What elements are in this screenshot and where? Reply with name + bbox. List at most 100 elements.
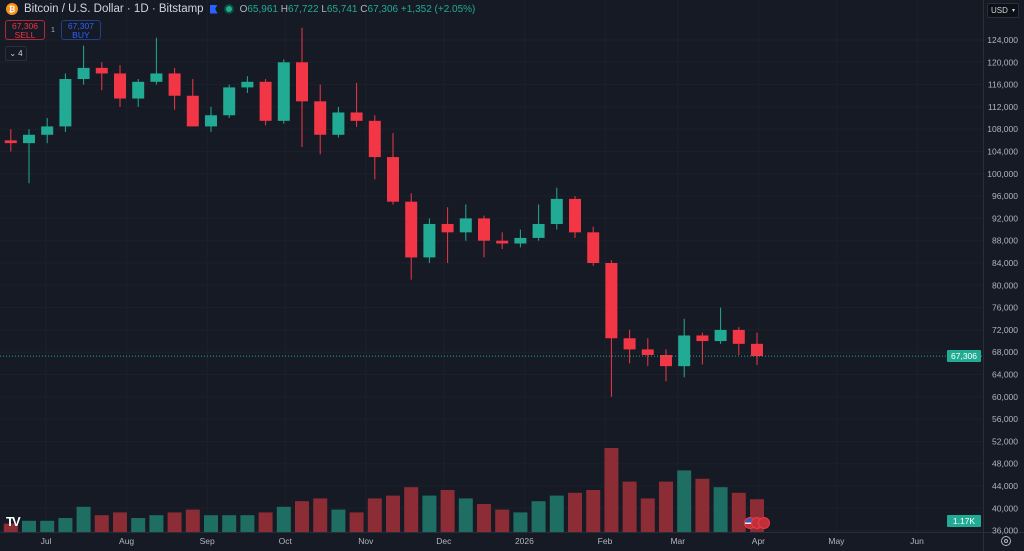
volume-bar [58,518,73,532]
volume-bar [549,495,564,532]
candle-body [41,126,54,135]
candle-body [714,329,727,342]
currency-select[interactable]: USD ▾ [987,3,1019,18]
volume-bar [731,492,746,532]
candle-body [223,87,236,116]
volume-bar [640,498,655,532]
time-tick-label: Apr [752,536,765,546]
candle-body [550,198,563,224]
grid [0,0,983,532]
ohlc-values: O65,961 H67,722 L65,741 C67,306 +1,352 (… [239,3,476,15]
time-tick-label: Sep [200,536,215,546]
time-tick-label: Feb [598,536,613,546]
volume-bar [422,495,437,532]
time-axis[interactable]: Jul Aug Sep Oct Nov Dec 2026 Feb Mar Apr May Jun [41,536,925,546]
candle-body [296,62,308,102]
volume-bar [349,512,364,532]
chevron-down-icon: ▾ [1011,8,1015,14]
price-tick-label: 84,000 [992,258,1018,268]
volume-bar [240,515,255,532]
settings-gear-icon[interactable] [1001,536,1011,546]
candle-body [660,354,672,367]
tradingview-logo[interactable]: TV [6,514,21,529]
volume-bar [477,504,491,532]
buy-button[interactable]: 67,307 BUY [60,20,101,40]
symbol-title[interactable]: Bitcoin / U.S. Dollar · 1D · Bitstamp [24,3,204,15]
candle-body [478,218,490,241]
price-tick-label: 40,000 [992,503,1018,513]
volume-bar [276,506,291,532]
price-tick-label: 88,000 [992,236,1018,246]
volume-bar [586,490,601,532]
bitcoin-icon: ₿ [6,3,18,15]
market-status-icon [223,4,234,14]
volume-bar [76,506,91,532]
time-tick-label: Mar [670,536,685,546]
price-tick-label: 100,000 [987,169,1018,179]
candle-body [459,218,472,233]
symbol-header: ₿ Bitcoin / U.S. Dollar · 1D · Bitstamp … [6,3,475,15]
time-tick-label: Dec [436,536,452,546]
sell-button[interactable]: 67,306 SELL [5,20,45,40]
volume-bar [3,523,18,532]
candle-body [114,73,126,99]
volume-bar [458,498,473,532]
price-tick-label: 80,000 [992,280,1018,290]
candle-body [186,95,199,127]
volume-bar [222,515,237,532]
price-tick-label: 44,000 [992,481,1018,491]
candle-body [205,115,217,127]
candle-body [150,73,163,82]
candle-body [441,223,454,233]
price-tick-label: 72,000 [992,325,1018,335]
candle-body [732,329,745,344]
price-tick-label: 124,000 [987,35,1018,45]
volume-bar [204,515,218,532]
economic-events[interactable] [744,517,770,529]
candle-body [678,335,691,367]
volume-bar [604,448,619,532]
volume-bar [331,509,346,532]
price-axis[interactable]: 124,000 120,000 116,000 112,000 108,000 104,0… [987,35,1018,536]
volume-bar [404,487,419,532]
candle-body [496,240,509,244]
candle-body [259,81,272,121]
event-icon[interactable] [758,517,770,529]
change-value: +1,352 (+2.05%) [400,3,476,15]
candle-body [332,112,345,135]
volume-bar [367,498,382,532]
flag-icon[interactable] [209,4,218,14]
time-tick-label: Jul [41,536,52,546]
candle-body [77,67,90,80]
price-tick-label: 60,000 [992,392,1018,402]
candle-body [514,237,527,244]
candle-body [569,198,581,233]
price-tick-label: 108,000 [987,124,1018,134]
price-tick-label: 76,000 [992,303,1018,313]
volume-bar [185,509,200,532]
candle-body [368,120,381,158]
price-tick-label: 52,000 [992,436,1018,446]
candle-body [605,263,618,339]
candle-body [587,232,600,263]
price-tick-label: 64,000 [992,370,1018,380]
candle-body [532,223,545,238]
volume-bar [386,495,400,532]
candle-body [241,81,254,88]
price-tick-label: 36,000 [992,526,1018,536]
price-tick-label: 48,000 [992,459,1018,469]
volume-bar [659,481,673,532]
indicators-toggle[interactable]: ⌄ 4 [5,46,27,61]
volume-bar [258,512,273,532]
volume-bar [167,512,182,532]
volume-bars [3,448,764,532]
price-tick-label: 116,000 [988,80,1018,90]
chevron-down-icon: ⌄ [9,49,17,58]
candle-body [423,223,436,258]
trade-panel: 67,306 SELL 1 67,307 BUY [5,20,101,40]
volume-bar [113,512,127,532]
volume-bar [440,490,455,532]
price-tick-label: 120,000 [987,57,1018,67]
candle-body [751,343,763,357]
